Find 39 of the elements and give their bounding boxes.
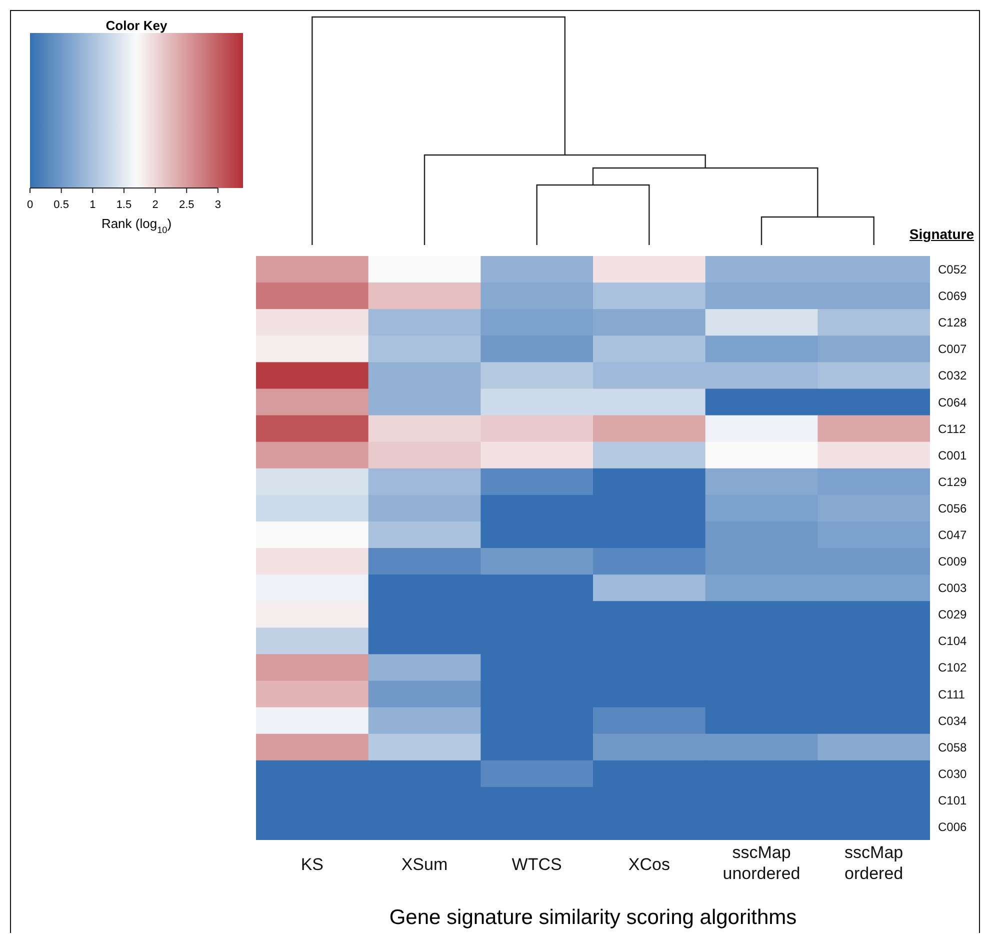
y-tick-label: C007 <box>938 342 968 356</box>
x-tick-label: KS <box>300 855 324 874</box>
color-bar-label: 2.5 <box>178 199 194 211</box>
color-bar-label: 0.5 <box>54 199 69 211</box>
x-tick-label: WTCS <box>512 855 562 874</box>
y-tick-label: C064 <box>938 395 968 410</box>
y-tick-label: C111 <box>938 687 966 702</box>
x-axis-title: Gene signature similarity scoring algorithms <box>388 906 798 930</box>
y-tick-label: C102 <box>938 660 968 675</box>
y-tick-label: C128 <box>938 316 968 330</box>
y-tick-label: C104 <box>938 634 968 648</box>
y-tick-label: C052 <box>938 262 968 277</box>
y-tick-label: C034 <box>938 714 968 728</box>
y-tick-label: C032 <box>938 368 968 383</box>
x-tick-label: sscMap unordered <box>722 843 800 883</box>
legend-title: Color Key <box>106 18 168 33</box>
color-bar-label: 2 <box>152 199 158 211</box>
y-tick-label: C029 <box>938 608 968 622</box>
y-tick-label: C112 <box>938 422 966 436</box>
x-tick-label: sscMap ordered <box>844 843 904 883</box>
y-tick-label: C101 <box>938 793 968 808</box>
y-tick-label: C129 <box>938 474 968 489</box>
y-tick-label: C001 <box>938 448 968 462</box>
y-tick-label: C030 <box>938 766 968 781</box>
color-bar-label: 1 <box>90 199 96 211</box>
y-tick-label: C069 <box>938 289 968 304</box>
x-tick-label: XSum <box>401 855 448 874</box>
y-tick-label: C003 <box>938 581 968 596</box>
color-bar-label: 3 <box>214 199 222 211</box>
y-tick-label: C056 <box>938 501 968 516</box>
x-tick-label: XCos <box>628 855 670 874</box>
color-bar-title: Rank (log$_{10}$) <box>101 216 172 235</box>
y-tick-label: C009 <box>938 554 968 569</box>
y-tick-label: C058 <box>938 740 968 754</box>
color-bar-label: 0 <box>26 199 34 211</box>
y-tick-label: C047 <box>938 528 968 542</box>
y-tick-label: C006 <box>938 820 968 834</box>
y-axis-title: Signature <box>909 226 974 242</box>
color-bar-label: 1.5 <box>116 199 132 211</box>
